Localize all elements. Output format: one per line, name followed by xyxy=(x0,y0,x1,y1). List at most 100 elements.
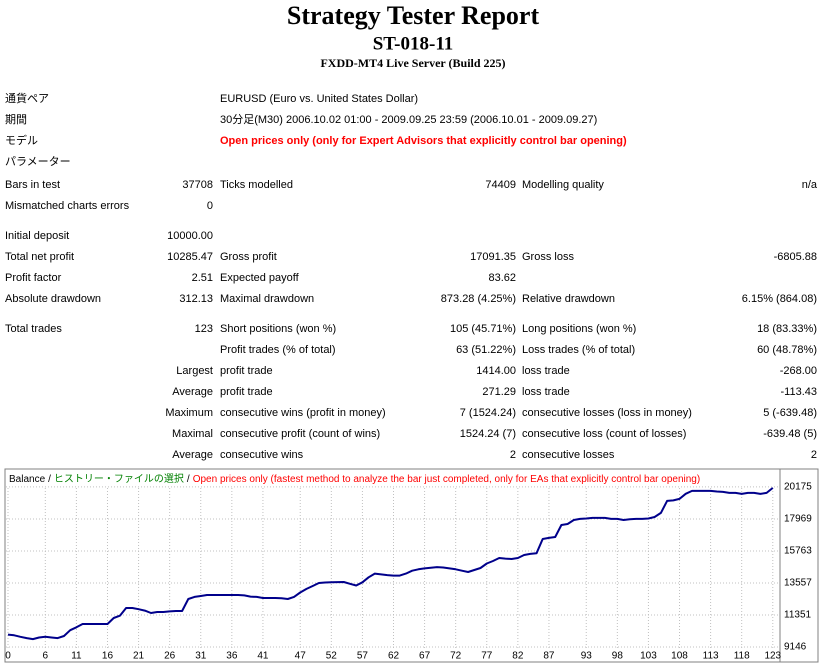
server-name: FXDD-MT4 Live Server (Build 225) xyxy=(320,56,505,70)
stat-label: loss trade xyxy=(522,386,570,398)
x-tick-label: 57 xyxy=(357,651,369,662)
legend-history: ヒストリー・ファイルの選択 xyxy=(54,472,184,485)
stat-value: 83.62 xyxy=(488,272,516,284)
y-tick-label: 11351 xyxy=(784,610,812,621)
balance-line xyxy=(7,487,774,641)
stat-value: -6805.88 xyxy=(774,251,817,263)
stat-label: profit trade xyxy=(220,386,273,398)
stat-value: 105 (45.71%) xyxy=(450,323,516,335)
info-label: モデル xyxy=(5,133,38,147)
x-tick-label: 0 xyxy=(5,651,11,662)
x-tick-label: 108 xyxy=(671,651,688,662)
stat-label: Absolute drawdown xyxy=(5,293,101,305)
stat-value: 7 (1524.24) xyxy=(460,407,516,419)
stat-label: consecutive losses xyxy=(522,449,615,461)
y-tick-label: 17969 xyxy=(784,514,812,525)
x-tick-label: 36 xyxy=(226,651,238,662)
x-tick-label: 6 xyxy=(43,651,49,662)
stat-label: Initial deposit xyxy=(5,230,69,242)
stat-label: Expected payoff xyxy=(220,272,300,284)
x-tick-label: 87 xyxy=(543,651,555,662)
stat-label: consecutive wins xyxy=(220,449,304,461)
stat-value: 271.29 xyxy=(482,386,516,398)
legend-entry: Balance xyxy=(9,474,46,485)
legend-separator: / xyxy=(48,474,51,485)
info-value: 30分足(M30) 2006.10.02 01:00 - 2009.09.25 … xyxy=(220,113,597,126)
x-tick-label: 67 xyxy=(419,651,431,662)
y-tick-label: 9146 xyxy=(784,642,807,653)
stat-value: 10000.00 xyxy=(167,230,213,242)
stat-value: 6.15% (864.08) xyxy=(742,293,817,305)
stat-value: 2 xyxy=(510,449,516,461)
stat-label: consecutive loss (count of losses) xyxy=(522,428,686,440)
stat-value: 18 (83.33%) xyxy=(757,323,817,335)
stat-value: 1414.00 xyxy=(476,365,516,377)
stat-label: Total trades xyxy=(5,323,62,335)
stat-value: -268.00 xyxy=(780,365,817,377)
stat-label: Ticks modelled xyxy=(220,179,293,191)
x-tick-label: 123 xyxy=(764,651,781,662)
stat-value: 2 xyxy=(811,449,817,461)
x-tick-label: 118 xyxy=(734,651,750,662)
x-tick-label: 26 xyxy=(164,651,176,662)
stat-label: Relative drawdown xyxy=(522,293,615,305)
stat-value: 63 (51.22%) xyxy=(456,344,516,356)
stat-value: 60 (48.78%) xyxy=(757,344,817,356)
stat-value: 5 (-639.48) xyxy=(763,407,817,419)
stat-label: Average xyxy=(172,386,213,398)
stat-label: Modelling quality xyxy=(522,179,604,191)
stat-label: consecutive wins (profit in money) xyxy=(220,407,386,419)
stat-label: Profit factor xyxy=(5,272,62,284)
stat-value: 10285.47 xyxy=(167,251,213,263)
stat-label: Total net profit xyxy=(5,251,74,263)
stat-value: n/a xyxy=(802,179,818,191)
stat-value: 37708 xyxy=(182,179,213,191)
stat-label: Largest xyxy=(176,365,213,377)
x-tick-label: 11 xyxy=(71,651,82,662)
x-tick-label: 16 xyxy=(102,651,114,662)
y-tick-label: 13557 xyxy=(784,578,812,589)
stat-label: profit trade xyxy=(220,365,273,377)
x-tick-label: 31 xyxy=(195,651,207,662)
info-value: Open prices only (only for Expert Adviso… xyxy=(220,135,627,147)
info-label: 期間 xyxy=(5,113,27,126)
stat-value: 0 xyxy=(207,200,213,212)
stat-label: Gross profit xyxy=(220,251,277,263)
stat-label: Average xyxy=(172,449,213,461)
stat-value: -113.43 xyxy=(781,386,818,398)
report-subtitle: ST-018-11 xyxy=(373,33,454,54)
info-label: 通貨ペア xyxy=(5,91,49,105)
x-tick-label: 41 xyxy=(257,651,269,662)
stat-value: 312.13 xyxy=(179,293,213,305)
stat-value: 123 xyxy=(195,323,213,335)
stat-value: 2.51 xyxy=(192,272,213,284)
report-title: Strategy Tester Report xyxy=(287,1,540,30)
info-value: EURUSD (Euro vs. United States Dollar) xyxy=(220,93,418,105)
x-tick-label: 82 xyxy=(512,651,524,662)
legend-model: Open prices only (fastest method to anal… xyxy=(193,474,701,485)
stat-value: 74409 xyxy=(485,179,516,191)
chart-legend: Balance / ヒストリー・ファイルの選択 / Open prices only (… xyxy=(9,472,700,485)
stat-label: Long positions (won %) xyxy=(522,323,636,335)
stat-label: Mismatched charts errors xyxy=(5,200,130,212)
x-tick-label: 52 xyxy=(326,651,338,662)
x-tick-label: 47 xyxy=(295,651,307,662)
x-tick-label: 72 xyxy=(450,651,462,662)
x-tick-label: 62 xyxy=(388,651,400,662)
stat-label: loss trade xyxy=(522,365,570,377)
x-tick-label: 98 xyxy=(612,651,624,662)
x-tick-label: 103 xyxy=(640,651,657,662)
chart-frame xyxy=(4,468,819,663)
y-tick-label: 15763 xyxy=(784,546,812,557)
stat-label: Maximal xyxy=(172,428,213,440)
x-tick-label: 93 xyxy=(581,651,593,662)
stat-label: Maximal drawdown xyxy=(220,293,314,305)
stat-label: consecutive losses (loss in money) xyxy=(522,407,692,419)
info-label: パラメーター xyxy=(5,155,71,168)
x-tick-label: 77 xyxy=(481,651,493,662)
stat-label: consecutive profit (count of wins) xyxy=(220,428,380,440)
x-tick-label: 21 xyxy=(133,651,145,662)
stat-label: Maximum xyxy=(165,407,213,419)
stat-value: 873.28 (4.25%) xyxy=(441,293,516,305)
